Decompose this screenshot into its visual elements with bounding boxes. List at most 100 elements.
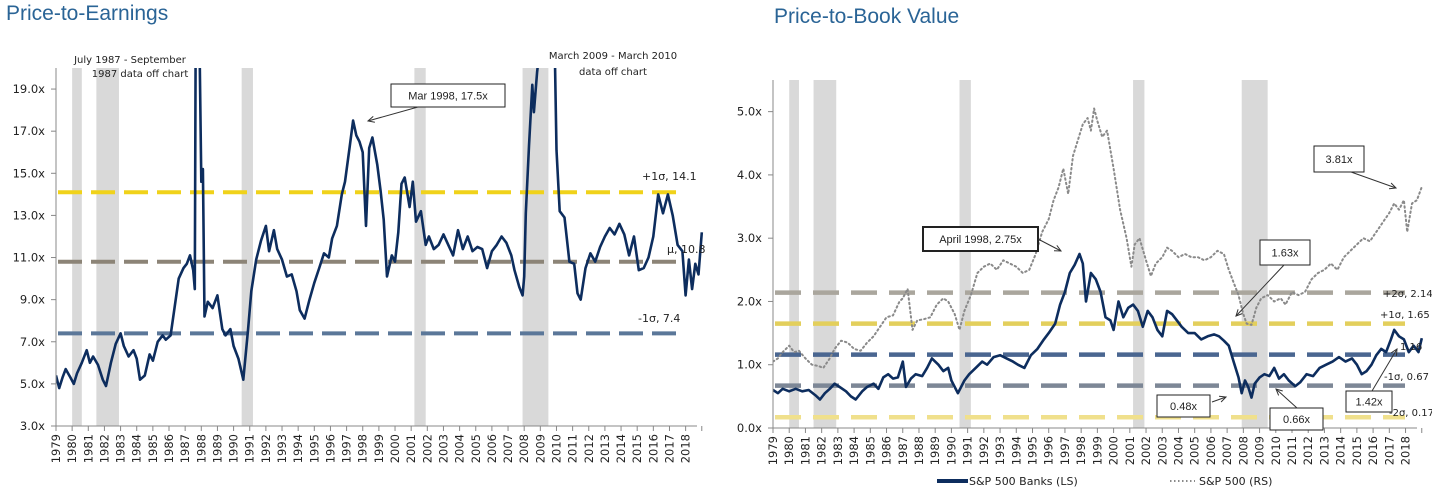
x-tick-label: 2018 xyxy=(1399,436,1413,465)
recession-band xyxy=(959,80,971,428)
x-tick-label: 1993 xyxy=(275,434,289,463)
x-tick-label: 2010 xyxy=(549,434,563,463)
annotation-0.48x-box xyxy=(1156,394,1211,418)
x-tick-label: 2016 xyxy=(1366,436,1380,465)
y-tick-label: 2.0x xyxy=(737,294,762,308)
x-tick-label: 1989 xyxy=(210,434,224,463)
x-tick-label: 2003 xyxy=(436,434,450,463)
annotation-1.42x-arrowhead xyxy=(1390,348,1398,357)
annotation-3.81x-arrow xyxy=(1350,171,1397,189)
x-tick-label: 1997 xyxy=(340,434,354,463)
x-tick-label: 1998 xyxy=(356,434,370,463)
annotation-3.81x-box xyxy=(1313,145,1365,173)
x-tick-label: 1990 xyxy=(944,436,958,465)
annotation-0.48x-arrowhead xyxy=(1218,395,1228,403)
x-tick-label: 1983 xyxy=(831,436,845,465)
x-tick-label: 2013 xyxy=(1317,436,1331,465)
annotation-2009-line2: data off chart xyxy=(579,67,647,78)
pe-chart-title: Price-to-Earnings xyxy=(6,2,169,25)
annotation-3.81x-text: 3.81x xyxy=(1326,154,1353,166)
y-tick-label: 13.0x xyxy=(13,208,46,222)
x-tick-label: 2012 xyxy=(1301,436,1315,465)
x-tick-label: 1998 xyxy=(1074,436,1088,465)
x-tick-label: 1987 xyxy=(178,434,192,463)
series-line-pe xyxy=(56,68,704,390)
x-tick-label: 2002 xyxy=(420,434,434,463)
x-tick-label: 1990 xyxy=(227,434,241,463)
x-tick-label: 2014 xyxy=(1334,436,1348,465)
x-tick-label: 2006 xyxy=(1204,436,1218,465)
recession-band xyxy=(789,80,799,428)
x-tick-label: 2005 xyxy=(469,434,483,463)
ref-label-mean: μ, 10.8 xyxy=(667,243,705,256)
x-tick-label: 2012 xyxy=(582,434,596,463)
x-tick-label: 2018 xyxy=(679,434,693,463)
x-tick-label: 2004 xyxy=(453,434,467,463)
legend-label-sp500: S&P 500 (RS) xyxy=(1199,475,1272,488)
pb-chart-title: Price-to-Book Value xyxy=(774,5,960,28)
y-tick-label: 17.0x xyxy=(13,124,46,138)
x-tick-label: 1982 xyxy=(815,436,829,465)
x-tick-label: 2003 xyxy=(1155,436,1169,465)
recession-band xyxy=(72,68,82,426)
ref-label-plus2sigma: +2σ, 2.14 xyxy=(1383,289,1432,300)
x-tick-label: 1995 xyxy=(1026,436,1040,465)
y-tick-label: 7.0x xyxy=(20,335,45,349)
legend-label-banks: S&P 500 Banks (LS) xyxy=(969,475,1078,488)
x-tick-label: 1996 xyxy=(323,434,337,463)
annotation-1.63x-text: 1.63x xyxy=(1272,248,1299,260)
x-tick-label: 1995 xyxy=(307,434,321,463)
y-tick-label: 4.0x xyxy=(737,168,762,182)
annotation-1.42x-arrow xyxy=(1371,348,1398,392)
x-tick-label: 1984 xyxy=(847,436,861,465)
annotation-1.42x-box xyxy=(1345,390,1393,413)
x-tick-label: 2017 xyxy=(662,434,676,463)
annotation-1.63x-arrowhead xyxy=(1235,309,1243,317)
x-tick-label: 2002 xyxy=(1139,436,1153,465)
x-tick-label: 2014 xyxy=(614,434,628,463)
x-tick-label: 1992 xyxy=(259,434,273,463)
x-tick-label: 2005 xyxy=(1188,436,1202,465)
x-tick-label: 1988 xyxy=(194,434,208,463)
annotation-1987-line1: July 1987 - September xyxy=(73,55,187,66)
recession-band xyxy=(813,80,837,428)
x-tick-label: 1991 xyxy=(961,436,975,465)
y-tick-label: 15.0x xyxy=(13,166,46,180)
annotation-mar1998-text: Mar 1998, 17.5x xyxy=(408,91,488,103)
x-tick-label: 1981 xyxy=(798,436,812,465)
y-tick-label: 3.0x xyxy=(20,419,45,433)
x-tick-label: 2006 xyxy=(485,434,499,463)
y-tick-label: 1.0x xyxy=(737,358,762,372)
x-tick-label: 2007 xyxy=(1220,436,1234,465)
x-tick-label: 1985 xyxy=(863,436,877,465)
x-tick-label: 1985 xyxy=(146,434,160,463)
recession-band xyxy=(96,68,119,426)
x-tick-label: 2008 xyxy=(1236,436,1250,465)
y-tick-label: 3.0x xyxy=(737,231,762,245)
recession-band xyxy=(1133,80,1145,428)
x-tick-label: 1988 xyxy=(912,436,926,465)
x-tick-label: 1987 xyxy=(896,436,910,465)
ref-label-plus1sigma: +1σ, 1.65 xyxy=(1380,310,1430,321)
x-tick-label: 1997 xyxy=(1058,436,1072,465)
pb-chart: 0.0x 1.0x 2.0x 3.0x 4.0x 5.0x 1979 1980 1981 1982… xyxy=(737,80,1432,488)
x-tick-label: 1983 xyxy=(114,434,128,463)
recession-band xyxy=(522,68,549,426)
series-line-banks xyxy=(773,252,1424,401)
annotation-2009-line1: March 2009 - March 2010 xyxy=(549,51,677,62)
x-tick-label: 1986 xyxy=(162,434,176,463)
series-line-sp500 xyxy=(773,107,1423,369)
y-tick-label: 11.0x xyxy=(13,251,46,265)
x-tick-label: 1980 xyxy=(782,436,796,465)
recession-band xyxy=(414,68,426,426)
annotation-mar1998-box xyxy=(390,83,506,108)
x-tick-label: 2007 xyxy=(501,434,515,463)
x-tick-label: 2015 xyxy=(1350,436,1364,465)
y-tick-label: 9.0x xyxy=(20,293,45,307)
x-tick-label: 1979 xyxy=(49,434,63,463)
x-tick-label: 1999 xyxy=(372,434,386,463)
x-tick-label: 1981 xyxy=(81,434,95,463)
annotation-apr1998-text: April 1998, 2.75x xyxy=(939,234,1022,246)
annotation-apr1998-arrowhead xyxy=(1053,245,1063,252)
